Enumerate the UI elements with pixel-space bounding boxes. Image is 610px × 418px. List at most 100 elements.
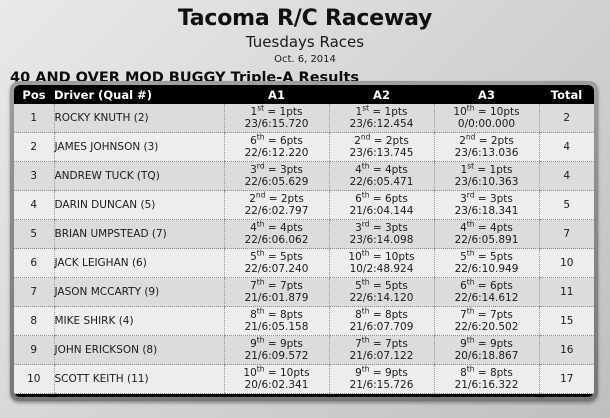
heat-ordinal-a3: th: [466, 364, 475, 373]
heat-points-a3: 1st = 1pts: [435, 162, 539, 177]
heat-points-value-a3: = 4pts: [477, 221, 513, 234]
heat-place-a2: 7: [355, 337, 362, 350]
heat-laps-time-a1: 22/6:12.220: [244, 147, 309, 159]
cell-heat-a3: 2nd = 2pts 23/6:13.036: [433, 132, 539, 162]
cell-position: 3: [14, 161, 54, 191]
cell-heat-a1: 5th = 5pts 22/6:07.240: [223, 248, 329, 278]
cell-heat-a3: 9th = 9pts 20/6:18.867: [433, 335, 539, 365]
tie-breaker-note: Tie Breaker: Combined Best 2 Runs Laps/T…: [14, 394, 594, 397]
heat-ordinal-a1: th: [256, 277, 265, 286]
heat-points-a3: 3rd = 3pts: [435, 190, 539, 206]
cell-position: 10: [14, 364, 54, 394]
heat-place-a3: 1: [460, 163, 468, 176]
heat-ordinal-a3: rd: [466, 190, 475, 199]
heat-ordinal-a3: th: [466, 335, 475, 344]
heat-ordinal-a2: st: [362, 103, 370, 112]
heat-points-a2: 1st = 1pts: [330, 103, 434, 119]
cell-total-points: 11: [538, 277, 594, 307]
column-header-a3: A3: [434, 85, 539, 104]
heat-points-a3: 8th = 8pts: [435, 364, 539, 380]
heat-laps-time-a3: 23/6:10.363: [454, 176, 519, 188]
heat-points-a3: 4th = 4pts: [435, 220, 539, 235]
heat-place-a1: 3: [250, 163, 257, 176]
heat-points-value-a1: = 9pts: [267, 337, 303, 350]
heat-ordinal-a2: th: [361, 335, 370, 344]
heat-points-a1: 7th = 7pts: [225, 277, 329, 293]
heat-ordinal-a1: th: [256, 335, 265, 344]
cell-driver-name: ROCKY KNUTH (2): [53, 104, 224, 133]
table-row: 3 ANDREW TUCK (TQ) 3rd = 3pts 22/6:05.629 4t…: [14, 161, 594, 191]
column-header-total: Total: [539, 85, 594, 104]
heat-ordinal-a3: nd: [465, 132, 476, 141]
cell-driver-name: JASON MCCARTY (9): [53, 277, 224, 307]
heat-ordinal-a2: th: [361, 364, 370, 373]
heat-points-a1: 9th = 9pts: [225, 335, 329, 351]
table-row: 10 SCOTT KEITH (11) 10th = 10pts 20/6:02.34…: [14, 364, 594, 394]
cell-heat-a1: 1st = 1pts 23/6:15.720: [223, 103, 329, 133]
cell-heat-a1: 4th = 4pts 22/6:06.062: [223, 219, 329, 249]
heat-points-value-a3: = 9pts: [477, 337, 513, 350]
heat-points-a2: 8th = 8pts: [330, 307, 434, 322]
heat-points-value-a1: = 2pts: [268, 192, 304, 205]
heat-place-a3: 3: [460, 192, 467, 205]
heat-laps-time-a1: 21/6:09.572: [244, 350, 309, 362]
cell-heat-a2: 4th = 4pts 22/6:05.471: [328, 161, 434, 191]
heat-points-a1: 3rd = 3pts: [225, 161, 329, 177]
heat-points-value-a2: = 4pts: [372, 163, 408, 176]
cell-driver-name: MIKE SHIRK (4): [53, 306, 224, 336]
cell-heat-a1: 8th = 8pts 21/6:05.158: [223, 306, 329, 336]
cell-heat-a3: 10th = 10pts 0/0:00.000: [433, 104, 539, 133]
cell-heat-a3: 4th = 4pts 22/6:05.891: [433, 219, 539, 249]
heat-laps-time-a1: 22/6:05.629: [244, 176, 309, 188]
heat-points-value-a1: = 1pts: [267, 105, 303, 118]
cell-heat-a2: 5th = 5pts 22/6:14.120: [328, 277, 434, 307]
heat-place-a2: 8: [355, 308, 362, 321]
cell-total-points: 16: [538, 335, 594, 365]
heat-points-value-a1: = 5pts: [267, 250, 303, 263]
cell-driver-name: DARIN DUNCAN (5): [53, 190, 224, 220]
heat-place-a1: 8: [250, 308, 257, 321]
heat-place-a1: 7: [250, 279, 257, 292]
heat-ordinal-a1: rd: [256, 161, 265, 170]
heat-points-value-a2: = 2pts: [373, 134, 409, 147]
heat-place-a2: 9: [355, 366, 362, 379]
heat-points-a3: 5th = 5pts: [435, 249, 539, 264]
results-table-head: Pos Driver (Qual #) A1 A2 A3 Total: [14, 85, 594, 104]
cell-heat-a1: 6th = 6pts 22/6:12.220: [223, 132, 329, 162]
cell-total-points: 2: [538, 104, 594, 133]
cell-driver-name: JAMES JOHNSON (3): [53, 132, 224, 162]
heat-laps-time-a3: 22/6:14.612: [454, 292, 519, 304]
event-date: Oct. 6, 2014: [274, 54, 336, 65]
heat-ordinal-a1: st: [257, 103, 265, 112]
heat-laps-time-a2: 21/6:04.144: [349, 205, 414, 217]
heat-ordinal-a1: nd: [255, 190, 266, 199]
heat-points-a3: 6th = 6pts: [435, 278, 539, 293]
heat-laps-time-a2: 10/2:48.924: [349, 263, 414, 275]
heat-place-a2: 2: [354, 134, 361, 147]
heat-points-value-a3: = 1pts: [477, 163, 513, 176]
heat-points-value-a1: = 3pts: [267, 163, 303, 176]
heat-laps-time-a1: 21/6:01.879: [244, 292, 309, 304]
table-row: 9 JOHN ERICKSON (8) 9th = 9pts 21/6:09.572 7…: [14, 335, 594, 365]
cell-heat-a2: 9th = 9pts 21/6:15.726: [328, 364, 434, 394]
heat-place-a2: 3: [355, 221, 362, 234]
cell-heat-a3: 8th = 8pts 21/6:16.322: [433, 364, 539, 394]
heat-points-a2: 7th = 7pts: [330, 335, 434, 351]
heat-points-a2: 5th = 5pts: [330, 278, 434, 293]
heat-points-value-a3: = 2pts: [478, 134, 514, 147]
column-header-driver: Driver (Qual #): [54, 85, 224, 104]
heat-place-a1: 4: [250, 221, 257, 234]
heat-points-value-a1: = 7pts: [267, 279, 303, 292]
heat-laps-time-a3: 22/6:20.502: [454, 321, 519, 333]
cell-heat-a1: 10th = 10pts 20/6:02.341: [223, 364, 329, 394]
cell-heat-a1: 3rd = 3pts 22/6:05.629: [223, 161, 329, 191]
cell-heat-a2: 3rd = 3pts 23/6:14.098: [328, 219, 434, 249]
cell-driver-name: ANDREW TUCK (TQ): [53, 161, 224, 191]
heat-points-value-a2: = 5pts: [372, 279, 408, 292]
heat-laps-time-a1: 22/6:02.797: [244, 205, 309, 217]
heat-place-a3: 10: [453, 105, 467, 118]
heat-points-a2: 10th = 10pts: [330, 249, 434, 264]
results-table-inner: Pos Driver (Qual #) A1 A2 A3 Total 1 ROCK…: [14, 85, 594, 397]
cell-heat-a1: 7th = 7pts 21/6:01.879: [223, 277, 329, 307]
